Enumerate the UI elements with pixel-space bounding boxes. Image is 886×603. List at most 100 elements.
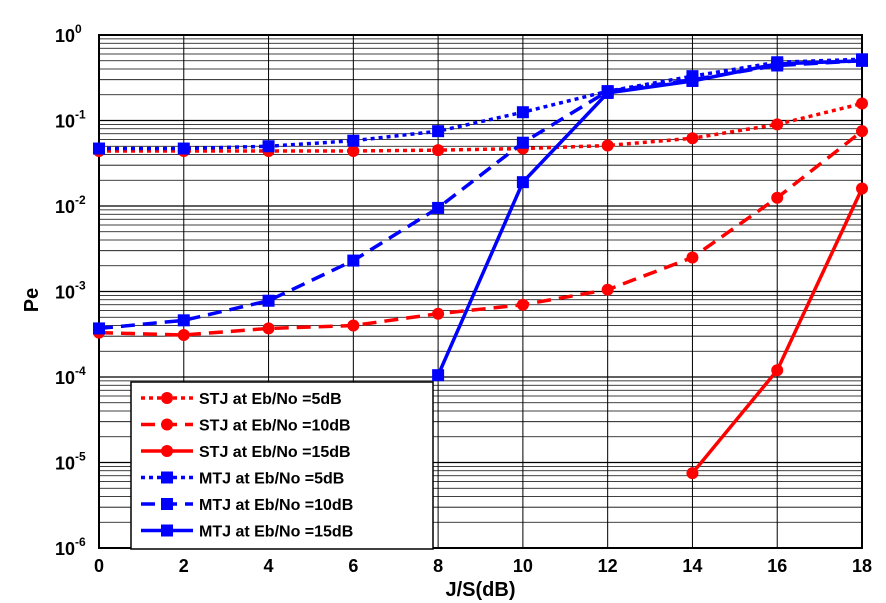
data-point [432,307,445,320]
data-point [347,319,360,332]
y-tick-base: 10 [55,26,75,46]
y-tick-exponent: -3 [75,279,86,293]
data-point [93,322,105,335]
y-tick-label: 10-3 [55,279,86,303]
data-point [601,139,614,152]
data-point [177,328,190,341]
data-point [347,134,360,147]
y-tick-exponent: -4 [75,364,86,378]
data-point [347,254,360,267]
series-line [98,129,864,337]
y-tick-base: 10 [55,454,75,474]
data-point [686,467,699,480]
data-point [686,74,699,87]
legend-item: MTJ at Eb/No =15dB [141,524,353,541]
legend-item: STJ at Eb/No =10dB [141,418,351,435]
data-point [262,140,275,153]
data-point [856,125,868,138]
x-tick-label: 8 [433,556,443,576]
data-point [771,57,784,70]
y-tick-exponent: -6 [75,535,86,549]
data-point [771,364,784,377]
y-tick-base: 10 [55,368,75,388]
series-line [99,57,863,151]
data-point [601,283,614,296]
data-point [771,191,784,204]
data-point [856,54,868,67]
y-tick-base: 10 [55,112,75,132]
plot-frame [98,34,863,549]
data-point [262,322,275,335]
data-point [432,144,445,157]
y-tick-base: 10 [55,539,75,559]
data-point [601,86,614,99]
legend: STJ at Eb/No =5dB STJ at Eb/No =10dB STJ a… [130,381,434,550]
legend-label: MTJ at Eb/No =5dB [199,471,344,488]
data-point [516,136,529,149]
y-tick-label: 10-1 [55,108,86,132]
y-tick-label: 10-4 [55,364,86,388]
data-point [432,369,445,382]
x-tick-label: 4 [264,556,274,576]
data-point [93,142,105,155]
legend-swatch-marker [161,471,173,484]
data-point [856,182,868,195]
data-point [262,294,275,307]
legend-swatch-marker [161,418,173,431]
x-tick-label: 18 [852,556,872,576]
x-tick-label: 6 [348,556,358,576]
x-axis: 0 2 4 6 8 10 12 14 16 18 [94,556,872,576]
y-tick-exponent: 0 [75,22,82,36]
x-axis-label: J/S(dB) [446,579,516,601]
series-6 [432,54,868,382]
data-point [516,298,529,311]
data-point [686,251,699,264]
series-3 [686,182,868,480]
legend-label: MTJ at Eb/No =15dB [199,524,353,541]
y-tick-exponent: -2 [75,193,86,207]
legend-item: STJ at Eb/No =5dB [141,391,342,408]
y-axis-label: Pe [21,288,43,312]
data-point [432,125,445,138]
y-tick-label: 10-5 [55,450,86,474]
data-point [177,314,190,327]
legend-swatch-marker [161,524,173,537]
legend-item: MTJ at Eb/No =5dB [141,471,344,488]
legend-swatch-marker [161,445,173,457]
data-point [686,132,699,145]
x-tick-label: 16 [767,556,787,576]
data-point [771,118,784,131]
y-tick-label: 100 [55,22,82,46]
x-tick-label: 2 [179,556,189,576]
series-line [436,58,863,376]
legend-label: STJ at Eb/No =5dB [199,391,342,408]
legend-swatch-marker [161,498,173,510]
data-point [432,201,445,214]
legend-label: MTJ at Eb/No =10dB [199,497,353,514]
legend-swatch-marker [161,392,173,404]
x-tick-label: 12 [598,556,618,576]
x-tick-label: 10 [513,556,533,576]
y-tick-exponent: -5 [75,450,86,464]
data-point [856,97,868,110]
legend-box [130,381,434,550]
y-tick-base: 10 [55,197,75,217]
series-layer [93,53,868,480]
y-tick-label: 10-6 [55,535,86,559]
legend-item: STJ at Eb/No =15dB [141,444,351,461]
legend-label: STJ at Eb/No =15dB [199,444,351,461]
series-line [98,58,863,331]
data-point [177,142,190,155]
x-tick-label: 14 [682,556,702,576]
x-tick-label: 0 [94,556,104,576]
legend-item: MTJ at Eb/No =10dB [141,497,353,514]
data-point [516,106,529,119]
y-tick-label: 10-2 [55,193,86,217]
y-tick-exponent: -1 [75,108,86,122]
y-tick-base: 10 [55,283,75,303]
data-point [516,176,529,189]
data-point [347,144,360,157]
legend-label: STJ at Eb/No =10dB [199,418,351,435]
